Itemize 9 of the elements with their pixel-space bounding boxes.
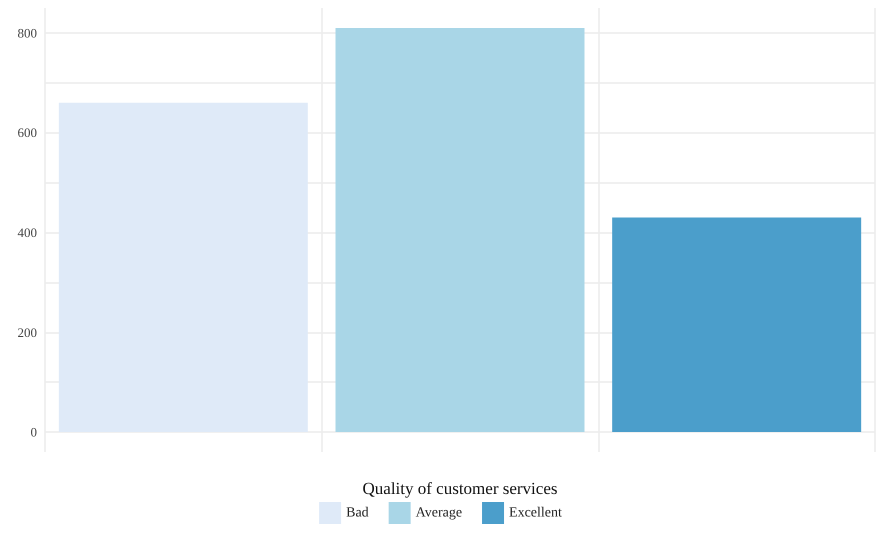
- legend-label: Bad: [346, 506, 369, 520]
- y-tick-label: 800: [18, 25, 37, 40]
- y-tick-label: 0: [30, 424, 37, 440]
- y-tick-label: 200: [18, 324, 37, 340]
- legend-label: Excellent: [509, 506, 562, 520]
- y-tick-label: 600: [18, 125, 37, 140]
- y-tick-label: 400: [18, 224, 37, 240]
- x-axis-title: Quality of customer services: [362, 479, 558, 498]
- legend-label: Average: [416, 506, 462, 520]
